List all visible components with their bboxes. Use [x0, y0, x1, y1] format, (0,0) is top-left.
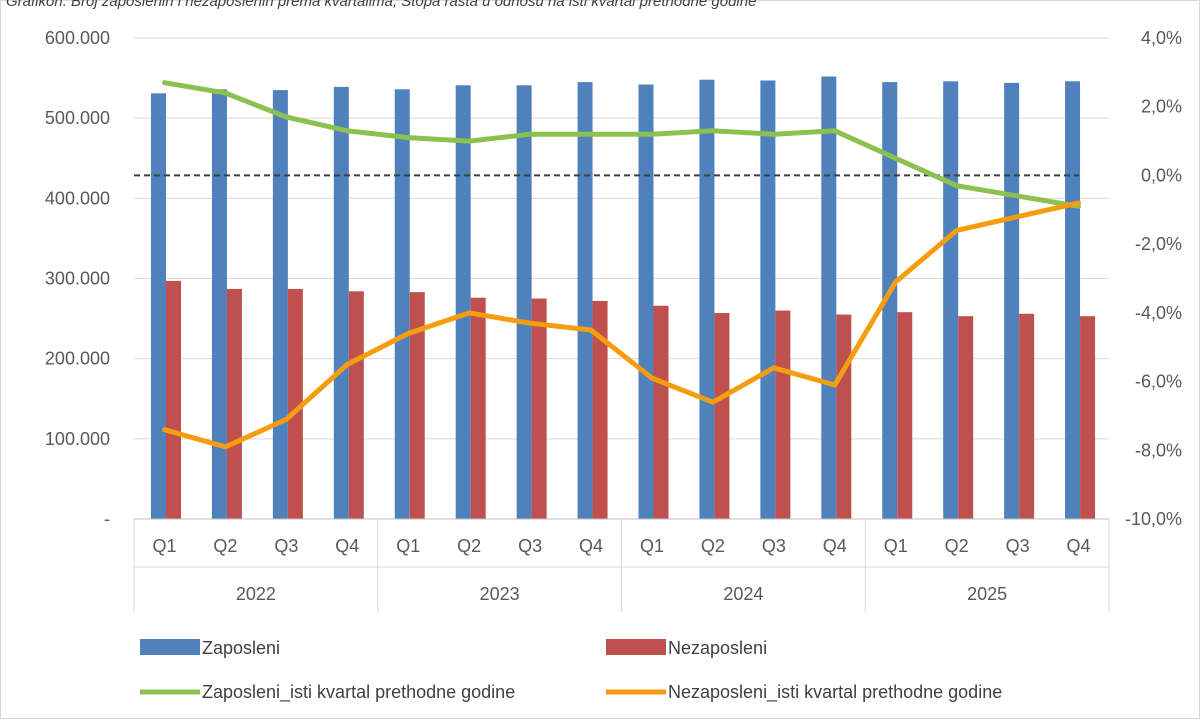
x-tick-label: Q1 — [884, 536, 908, 556]
x-tick-label: Q3 — [762, 536, 786, 556]
bar-zaposleni — [638, 84, 654, 519]
bar-nezaposleni — [226, 288, 242, 519]
bar-zaposleni — [455, 85, 471, 519]
x-tick-label: Q3 — [1006, 536, 1030, 556]
x-tick-label: Q4 — [335, 536, 359, 556]
x-tick-label: Q3 — [518, 536, 542, 556]
chart-caption: Grafikon: Broj zaposlenih i nezaposlenih… — [6, 0, 757, 9]
bar-nezaposleni — [958, 316, 974, 519]
y-left-tick-label: 100.000 — [45, 429, 110, 449]
x-tick-label: Q2 — [701, 536, 725, 556]
x-tick-label: Q1 — [640, 536, 664, 556]
bar-zaposleni — [699, 79, 715, 519]
axes: - 100.000 200.000 300.000 400.000 500.000 600.… — [45, 28, 1182, 612]
bar-nezaposleni — [592, 300, 608, 519]
bar-nezaposleni — [836, 314, 852, 519]
y-right-tick-label: 0,0% — [1141, 165, 1182, 185]
bar-zaposleni — [943, 81, 959, 519]
legend: Zaposleni Nezaposleni Zaposleni_isti kvart… — [140, 638, 1002, 703]
bar-nezaposleni — [775, 310, 791, 519]
bar-zaposleni — [882, 82, 898, 519]
x-tick-label: Q3 — [274, 536, 298, 556]
bar-nezaposleni — [409, 292, 425, 519]
y-left-tick-label: 300.000 — [45, 269, 110, 289]
legend-swatch — [140, 639, 200, 655]
bar-zaposleni — [333, 86, 349, 519]
bar-zaposleni — [577, 82, 593, 519]
bar-nezaposleni — [1080, 316, 1096, 519]
legend-label: Zaposleni — [202, 638, 280, 658]
bar-zaposleni — [272, 90, 288, 519]
line-series — [162, 80, 1081, 450]
y-right-tick-label: -6,0% — [1135, 372, 1182, 392]
bar-nezaposleni — [714, 312, 730, 519]
bar-nezaposleni — [348, 291, 364, 519]
bar-zaposleni — [1004, 82, 1020, 519]
bar-zaposleni — [760, 80, 776, 519]
y-right-tick-label: 4,0% — [1141, 28, 1182, 48]
y-left-tick-label: 500.000 — [45, 108, 110, 128]
x-tick-label: Q4 — [823, 536, 847, 556]
x-group-label: 2025 — [967, 584, 1007, 604]
bar-zaposleni — [394, 89, 410, 519]
x-tick-label: Q2 — [945, 536, 969, 556]
bar-zaposleni — [1065, 81, 1081, 519]
x-tick-label: Q4 — [1067, 536, 1091, 556]
bar-nezaposleni — [897, 312, 913, 519]
y-right-tick-label: -4,0% — [1135, 303, 1182, 323]
x-group-label: 2023 — [480, 584, 520, 604]
x-group-label: 2022 — [236, 584, 276, 604]
y-right-tick-label: -2,0% — [1135, 234, 1182, 254]
y-left-tick-label: 400.000 — [45, 188, 110, 208]
legend-label: Nezaposleni_isti kvartal prethodne godin… — [668, 682, 1002, 703]
bar-zaposleni — [151, 93, 166, 519]
x-tick-label: Q1 — [396, 536, 420, 556]
bar-zaposleni — [211, 89, 227, 519]
line-nezaposleni-change — [162, 200, 1081, 450]
y-right-tick-label: -8,0% — [1135, 440, 1182, 460]
y-right-tick-label: 2,0% — [1141, 97, 1182, 117]
y-left-tick-label: - — [104, 509, 110, 529]
line-zaposleni-change — [162, 80, 1081, 209]
legend-label: Zaposleni_isti kvartal prethodne godine — [202, 682, 515, 703]
legend-label: Nezaposleni — [668, 638, 767, 658]
bar-nezaposleni — [287, 288, 303, 519]
bar-zaposleni — [821, 76, 837, 519]
y-left-tick-label: 600.000 — [45, 28, 110, 48]
x-tick-label: Q2 — [457, 536, 481, 556]
y-right-tick-label: -10,0% — [1125, 509, 1182, 529]
bar-nezaposleni — [1019, 313, 1035, 519]
legend-swatch — [606, 639, 666, 655]
x-group-label: 2024 — [723, 584, 763, 604]
x-tick-label: Q4 — [579, 536, 603, 556]
bar-nezaposleni — [653, 305, 669, 519]
bar-nezaposleni — [531, 298, 547, 519]
bar-zaposleni — [516, 85, 532, 519]
bar-nezaposleni — [166, 280, 181, 519]
y-left-tick-label: 200.000 — [45, 349, 110, 369]
bar-nezaposleni — [470, 297, 486, 519]
x-tick-label: Q2 — [213, 536, 237, 556]
x-tick-label: Q1 — [152, 536, 176, 556]
bar-series — [151, 76, 1096, 519]
